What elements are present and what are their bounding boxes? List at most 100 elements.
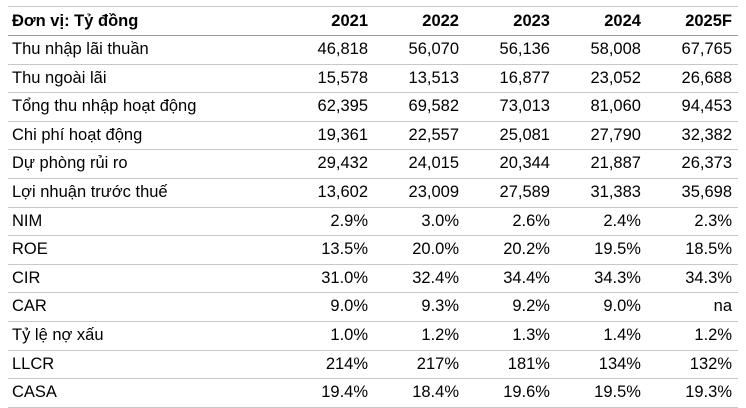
table-cell-value: 9.2%	[465, 292, 556, 322]
table-cell-value: 19,361	[283, 121, 375, 151]
table-cell-value: 73,013	[465, 92, 556, 122]
table-cell-value: 13,602	[283, 178, 375, 208]
table-cell-value: 94,453	[646, 92, 738, 122]
table-cell-value: 19.3%	[646, 378, 738, 408]
table-cell-value: 1.4%	[555, 321, 647, 351]
table-cell-value: 56,136	[465, 35, 556, 65]
year-header: 2022	[374, 6, 465, 36]
table-cell-value: 81,060	[555, 92, 647, 122]
row-label: Thu ngoài lãi	[8, 64, 284, 94]
table-row: Thu nhập lãi thuần 46,818 56,070 56,136 58,0…	[8, 35, 738, 65]
row-label: Dự phòng rủi ro	[8, 149, 284, 179]
row-label: CIR	[8, 264, 284, 294]
table-cell-value: 9.0%	[283, 292, 375, 322]
row-label: Tỷ lệ nợ xấu	[8, 321, 284, 351]
table-cell-value: 29,432	[283, 149, 375, 179]
table-row: CASA 19.4% 18.4% 19.6% 19.5% 19.3%	[8, 378, 738, 408]
row-label: Tổng thu nhập hoạt động	[8, 92, 284, 122]
table-cell-value: 58,008	[555, 35, 647, 65]
table-cell-value: 23,009	[374, 178, 465, 208]
table-row: CAR 9.0% 9.3% 9.2% 9.0% na	[8, 292, 738, 322]
table-cell-value: 25,081	[465, 121, 556, 151]
table-row: CIR 31.0% 32.4% 34.4% 34.3% 34.3%	[8, 264, 738, 294]
table-cell-value: 214%	[283, 350, 375, 380]
table-cell-value: 32,382	[646, 121, 738, 151]
table-cell-value: 16,877	[465, 64, 556, 94]
table-header-row: Đơn vị: Tỷ đồng 2021 2022 2023 2024 2025…	[8, 6, 738, 36]
table-cell-value: 22,557	[374, 121, 465, 151]
row-label: CAR	[8, 292, 284, 322]
table-row: Dự phòng rủi ro 29,432 24,015 20,344 21,887 2…	[8, 149, 738, 179]
year-header: 2024	[555, 6, 647, 36]
table-cell-value: 217%	[374, 350, 465, 380]
table-cell-value: 34.3%	[646, 264, 738, 294]
table-cell-value: 24,015	[374, 149, 465, 179]
table-row: Tỷ lệ nợ xấu 1.0% 1.2% 1.3% 1.4% 1.2%	[8, 321, 738, 351]
table-row: ROE 13.5% 20.0% 20.2% 19.5% 18.5%	[8, 235, 738, 265]
table-row: Lợi nhuận trước thuế 13,602 23,009 27,589 31…	[8, 178, 738, 208]
table-cell-value: 13.5%	[283, 235, 375, 265]
table-cell-value: 31.0%	[283, 264, 375, 294]
year-header: 2021	[283, 6, 375, 36]
table-cell-value: 19.6%	[465, 378, 556, 408]
table-cell-value: 19.5%	[555, 235, 647, 265]
table-cell-value: 3.0%	[374, 207, 465, 237]
table-body: Thu nhập lãi thuần 46,818 56,070 56,136 58,0…	[8, 35, 738, 408]
table-cell-value: 35,698	[646, 178, 738, 208]
year-header: 2023	[465, 6, 556, 36]
row-label: NIM	[8, 207, 284, 237]
table-cell-value: 46,818	[283, 35, 375, 65]
table-cell-value: 23,052	[555, 64, 647, 94]
table-row: Chi phí hoạt động 19,361 22,557 25,081 27,79…	[8, 121, 738, 151]
table-cell-value: 9.0%	[555, 292, 647, 322]
year-header: 2025F	[646, 6, 738, 36]
financial-summary-table: Đơn vị: Tỷ đồng 2021 2022 2023 2024 2025…	[8, 6, 738, 408]
table-cell-value: 26,373	[646, 149, 738, 179]
table-cell-value: 9.3%	[374, 292, 465, 322]
table-row: Thu ngoài lãi 15,578 13,513 16,877 23,052 26,…	[8, 64, 738, 94]
table-cell-value: 20.2%	[465, 235, 556, 265]
row-label: Lợi nhuận trước thuế	[8, 178, 284, 208]
unit-label-header: Đơn vị: Tỷ đồng	[8, 6, 284, 36]
row-label: ROE	[8, 235, 284, 265]
table-cell-value: na	[646, 292, 738, 322]
table-cell-value: 62,395	[283, 92, 375, 122]
table-cell-value: 34.4%	[465, 264, 556, 294]
table-cell-value: 69,582	[374, 92, 465, 122]
table-cell-value: 1.0%	[283, 321, 375, 351]
table-cell-value: 181%	[465, 350, 556, 380]
table-cell-value: 132%	[646, 350, 738, 380]
table-cell-value: 32.4%	[374, 264, 465, 294]
table-cell-value: 2.9%	[283, 207, 375, 237]
row-label: CASA	[8, 378, 284, 408]
table-row: Tổng thu nhập hoạt động 62,395 69,582 73,01…	[8, 92, 738, 122]
table-row: NIM 2.9% 3.0% 2.6% 2.4% 2.3%	[8, 207, 738, 237]
row-label: Chi phí hoạt động	[8, 121, 284, 151]
table-cell-value: 134%	[555, 350, 647, 380]
table-cell-value: 2.4%	[555, 207, 647, 237]
table-cell-value: 27,790	[555, 121, 647, 151]
table-cell-value: 34.3%	[555, 264, 647, 294]
table-cell-value: 18.4%	[374, 378, 465, 408]
row-label: LLCR	[8, 350, 284, 380]
table-cell-value: 1.3%	[465, 321, 556, 351]
table-cell-value: 20.0%	[374, 235, 465, 265]
table-cell-value: 18.5%	[646, 235, 738, 265]
table-cell-value: 13,513	[374, 64, 465, 94]
table-row: LLCR 214% 217% 181% 134% 132%	[8, 350, 738, 380]
table-cell-value: 19.5%	[555, 378, 647, 408]
table-cell-value: 20,344	[465, 149, 556, 179]
table-cell-value: 19.4%	[283, 378, 375, 408]
table-cell-value: 15,578	[283, 64, 375, 94]
table-cell-value: 1.2%	[374, 321, 465, 351]
table-cell-value: 21,887	[555, 149, 647, 179]
table-cell-value: 2.3%	[646, 207, 738, 237]
table-cell-value: 56,070	[374, 35, 465, 65]
table-cell-value: 31,383	[555, 178, 647, 208]
table-cell-value: 67,765	[646, 35, 738, 65]
table-cell-value: 26,688	[646, 64, 738, 94]
table-cell-value: 2.6%	[465, 207, 556, 237]
table-cell-value: 1.2%	[646, 321, 738, 351]
row-label: Thu nhập lãi thuần	[8, 35, 284, 65]
